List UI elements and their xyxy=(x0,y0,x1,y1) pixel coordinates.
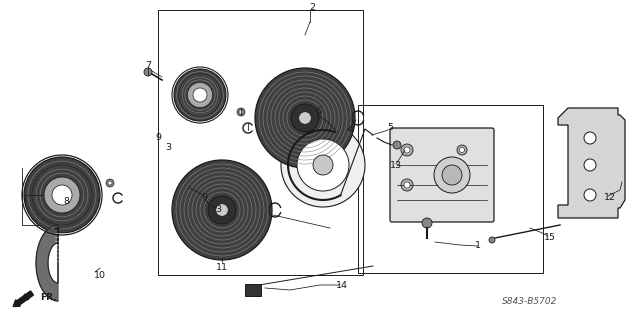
Circle shape xyxy=(457,145,467,155)
FancyBboxPatch shape xyxy=(390,128,494,222)
Circle shape xyxy=(197,92,203,98)
Circle shape xyxy=(584,189,596,201)
Text: 11: 11 xyxy=(216,263,228,272)
Circle shape xyxy=(44,177,80,213)
Circle shape xyxy=(404,147,410,153)
Circle shape xyxy=(208,196,236,224)
Text: 9: 9 xyxy=(155,133,161,143)
Circle shape xyxy=(422,218,432,228)
Circle shape xyxy=(108,181,112,185)
Text: 8: 8 xyxy=(63,197,69,206)
Bar xyxy=(245,284,261,296)
Polygon shape xyxy=(558,108,625,218)
Text: 3: 3 xyxy=(215,205,221,214)
Circle shape xyxy=(24,157,100,233)
Circle shape xyxy=(193,88,207,102)
Circle shape xyxy=(299,112,311,124)
Circle shape xyxy=(188,82,212,108)
Circle shape xyxy=(52,185,72,205)
Circle shape xyxy=(52,185,72,205)
Text: 5: 5 xyxy=(387,123,393,132)
Circle shape xyxy=(434,157,470,193)
Circle shape xyxy=(239,110,243,114)
Bar xyxy=(158,10,363,275)
Circle shape xyxy=(172,160,272,260)
Circle shape xyxy=(404,182,410,188)
Circle shape xyxy=(281,123,365,207)
Circle shape xyxy=(297,139,349,191)
Text: 15: 15 xyxy=(544,234,556,242)
Bar xyxy=(358,105,543,273)
Circle shape xyxy=(393,141,401,149)
Circle shape xyxy=(237,108,245,116)
Circle shape xyxy=(106,179,114,187)
Circle shape xyxy=(584,132,596,144)
Circle shape xyxy=(460,147,465,152)
Circle shape xyxy=(442,165,462,185)
Circle shape xyxy=(584,159,596,171)
Text: 7: 7 xyxy=(145,62,151,70)
Text: 14: 14 xyxy=(336,281,348,291)
Circle shape xyxy=(401,144,413,156)
Text: 12: 12 xyxy=(604,194,616,203)
Polygon shape xyxy=(36,225,58,301)
Text: FR.: FR. xyxy=(40,293,56,301)
Text: 3: 3 xyxy=(165,144,171,152)
Text: 1: 1 xyxy=(475,241,481,250)
FancyArrow shape xyxy=(13,291,33,307)
Circle shape xyxy=(255,68,355,168)
Circle shape xyxy=(216,204,228,216)
Text: 9: 9 xyxy=(201,194,207,203)
Text: 13: 13 xyxy=(390,160,402,169)
Circle shape xyxy=(58,190,67,199)
Circle shape xyxy=(193,88,207,102)
Circle shape xyxy=(291,104,319,132)
Text: 10: 10 xyxy=(94,271,106,279)
Text: S843-B5702: S843-B5702 xyxy=(502,298,557,307)
Text: 6: 6 xyxy=(315,108,321,116)
Circle shape xyxy=(144,68,152,76)
Circle shape xyxy=(313,155,333,175)
Text: 2: 2 xyxy=(309,4,315,12)
Circle shape xyxy=(401,179,413,191)
Circle shape xyxy=(489,237,495,243)
Text: 4: 4 xyxy=(347,125,353,135)
Circle shape xyxy=(174,69,226,121)
